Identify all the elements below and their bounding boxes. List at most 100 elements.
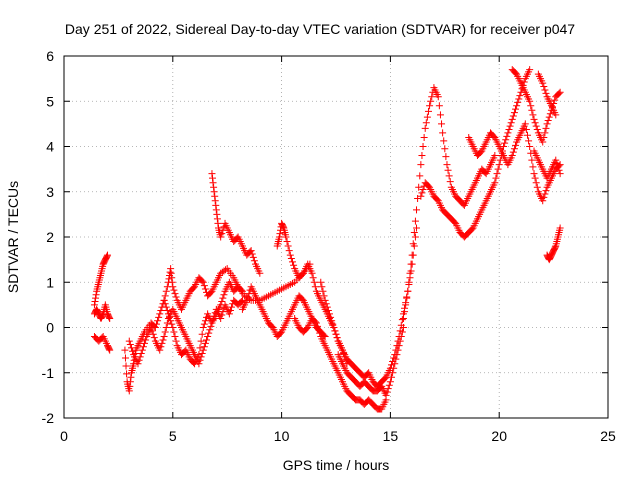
data-point <box>104 251 112 259</box>
y-tick-label: 2 <box>46 229 54 245</box>
data-point <box>256 269 264 277</box>
data-point <box>208 170 216 178</box>
data-point <box>211 192 219 200</box>
data-point <box>530 115 538 123</box>
data-point <box>542 124 550 132</box>
data-point <box>408 251 416 259</box>
data-point <box>310 278 318 286</box>
data-point <box>540 133 548 141</box>
data-point <box>198 350 206 358</box>
data-point <box>198 330 206 338</box>
data-point <box>552 156 560 164</box>
data-point <box>531 174 539 182</box>
data-point <box>509 112 517 120</box>
data-point <box>152 320 160 328</box>
data-point <box>418 189 426 197</box>
data-point <box>318 283 326 291</box>
data-point <box>156 346 164 354</box>
series-s1 <box>90 251 112 309</box>
data-point <box>423 113 431 121</box>
data-point <box>526 66 534 74</box>
data-point <box>504 129 512 137</box>
data-point <box>331 327 339 335</box>
data-point <box>309 274 317 282</box>
data-point <box>555 89 563 97</box>
data-point <box>329 320 337 328</box>
data-point <box>398 328 406 336</box>
data-point <box>405 278 413 286</box>
data-point <box>285 247 293 255</box>
data-point <box>126 382 134 390</box>
data-point <box>282 233 290 241</box>
data-point <box>327 313 335 321</box>
data-point <box>213 215 221 223</box>
data-point <box>553 159 561 167</box>
data-point <box>398 316 406 324</box>
data-point <box>217 233 225 241</box>
data-point <box>325 310 333 318</box>
data-point <box>167 269 175 277</box>
data-point <box>443 161 451 169</box>
data-point <box>494 165 502 173</box>
data-point <box>407 260 415 268</box>
data-point <box>162 287 170 295</box>
data-point <box>123 370 131 378</box>
data-point <box>150 334 158 342</box>
data-point <box>122 362 130 370</box>
data-point <box>92 291 100 299</box>
data-point <box>199 324 207 331</box>
data-point <box>210 188 218 196</box>
data-point <box>162 324 170 331</box>
data-point <box>409 240 417 248</box>
data-point <box>541 190 549 198</box>
data-point <box>438 120 446 128</box>
data-point <box>172 337 180 345</box>
data-point <box>219 294 227 302</box>
data-point <box>415 183 423 191</box>
data-point <box>556 224 564 232</box>
data-point <box>387 373 395 381</box>
data-point <box>554 163 562 171</box>
data-point <box>442 153 450 161</box>
data-point <box>542 89 550 97</box>
data-point <box>541 86 549 94</box>
data-point <box>512 105 520 113</box>
data-point <box>525 137 533 145</box>
data-point <box>209 179 217 187</box>
series-s9 <box>238 283 329 341</box>
data-point <box>155 313 163 321</box>
data-point <box>413 206 421 214</box>
data-point <box>211 197 219 205</box>
data-point <box>206 326 214 334</box>
y-tick-label: 0 <box>46 320 54 336</box>
x-tick-label: 0 <box>60 428 68 444</box>
data-point <box>322 300 330 308</box>
data-point <box>513 102 521 110</box>
data-point <box>203 336 211 344</box>
data-point <box>546 110 554 118</box>
data-point <box>527 102 535 110</box>
y-tick-label: -1 <box>42 365 55 381</box>
data-point <box>170 328 178 336</box>
data-point <box>91 297 99 305</box>
data-point <box>161 328 169 336</box>
data-point <box>397 333 405 341</box>
series-s6 <box>160 296 246 368</box>
data-point <box>528 156 536 164</box>
data-point <box>382 391 390 399</box>
data-point <box>195 351 203 359</box>
data-point <box>439 129 447 137</box>
data-point <box>90 301 98 309</box>
data-point <box>121 354 129 362</box>
series-s19 <box>534 70 560 119</box>
data-point <box>418 152 426 160</box>
data-point <box>276 230 284 238</box>
data-point <box>402 301 410 309</box>
data-point <box>410 228 418 236</box>
data-point <box>391 360 399 368</box>
series-s7 <box>208 170 264 277</box>
data-point <box>154 317 162 325</box>
data-point <box>444 166 452 174</box>
data-point <box>228 303 236 311</box>
